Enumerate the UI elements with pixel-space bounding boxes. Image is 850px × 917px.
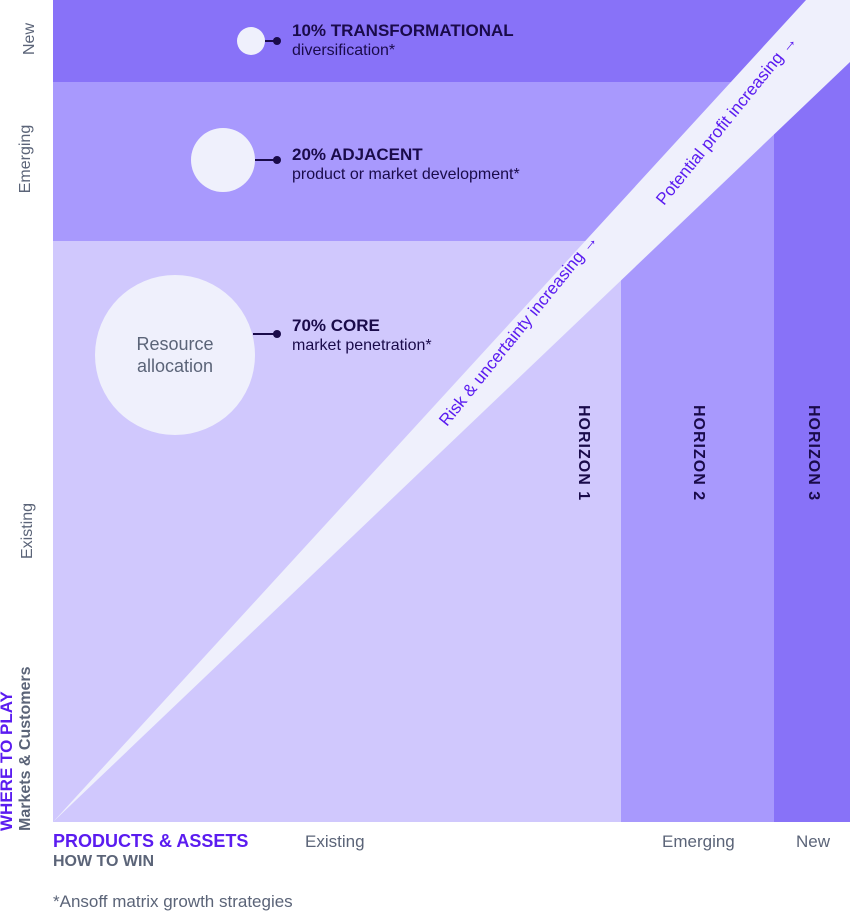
matrix-background — [53, 0, 850, 822]
connector-dot — [273, 330, 281, 338]
connector-line — [265, 40, 277, 42]
strategy-title-adjacent: 20% ADJACENT — [292, 145, 423, 164]
strategy-subtitle-transformational: diversification* — [292, 42, 396, 59]
row-label-existing: Existing — [19, 502, 37, 560]
col-label-emerging: Emerging — [662, 832, 735, 851]
horizon-2-label: HORIZON 2 — [690, 405, 707, 502]
col-label-existing: Existing — [305, 832, 365, 851]
row-label-new: New — [21, 22, 39, 56]
horizon-3-label: HORIZON 3 — [805, 405, 822, 502]
connector-dot — [273, 156, 281, 164]
col-label-new: New — [796, 832, 831, 851]
footnote: *Ansoff matrix growth strategies — [53, 892, 293, 911]
strategy-title-core: 70% CORE — [292, 316, 380, 335]
y-axis-title: WHERE TO PLAY Markets & Customers — [0, 631, 35, 832]
x-axis-subtitle: HOW TO WIN — [53, 853, 155, 870]
horizon-1-label: HORIZON 1 — [575, 405, 592, 502]
strategy-title-transformational: 10% TRANSFORMATIONAL — [292, 21, 514, 40]
connector-line — [253, 333, 277, 335]
circle-core: Resource allocation — [95, 275, 255, 435]
x-axis-title: PRODUCTS & ASSETS — [53, 831, 249, 851]
row-label-emerging: Emerging — [17, 124, 35, 194]
risk-profit-wedge — [53, 0, 850, 822]
circle-adjacent — [191, 128, 255, 192]
resource-allocation-label: Resource allocation — [136, 334, 214, 376]
circle-transformational — [237, 27, 265, 55]
y-axis-title-text: WHERE TO PLAY — [0, 691, 16, 831]
y-axis-subtitle: Markets & Customers — [17, 666, 34, 832]
connector-line — [255, 159, 277, 161]
strategy-subtitle-adjacent: product or market development* — [292, 166, 520, 183]
strategy-subtitle-core: market penetration* — [292, 337, 432, 354]
connector-dot — [273, 37, 281, 45]
